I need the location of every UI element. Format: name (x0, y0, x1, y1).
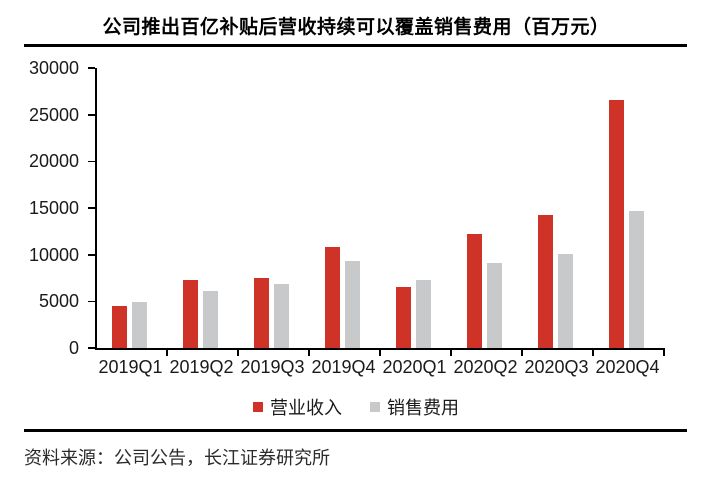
footer-rule (24, 429, 687, 432)
legend-label: 营业收入 (270, 398, 342, 418)
bar-营业收入-2020Q3 (538, 215, 553, 348)
legend-item-营业收入: 营业收入 (253, 394, 342, 420)
x-axis-category-label: 2020Q4 (595, 357, 660, 377)
y-axis-tick-mark (88, 67, 95, 69)
x-axis-category-label: 2020Q3 (524, 357, 589, 377)
y-axis-tick-mark (88, 253, 95, 256)
x-axis-category-label: 2019Q3 (240, 357, 305, 377)
y-axis-tick-label: 30000 (28, 58, 79, 78)
chart-legend: 营业收入 销售费用 (0, 394, 712, 420)
x-axis-category-label: 2019Q2 (169, 357, 234, 377)
y-axis-tick-label: 10000 (28, 244, 79, 265)
bar-销售费用-2020Q4 (629, 210, 644, 348)
x-axis-category-label: 2019Q4 (311, 357, 376, 377)
bar-营业收入-2020Q2 (467, 234, 482, 348)
legend-swatch-icon (370, 402, 380, 412)
title-rule (24, 44, 687, 47)
legend-item-销售费用: 销售费用 (370, 394, 459, 420)
y-axis-line (95, 67, 97, 349)
y-axis-tick-mark (88, 113, 95, 116)
bar-销售费用-2019Q1 (132, 302, 147, 348)
x-axis-category-label: 2020Q1 (382, 357, 447, 377)
y-axis-tick-mark (88, 300, 95, 303)
y-axis-tick-mark (88, 347, 95, 349)
bar-销售费用-2019Q2 (203, 291, 218, 348)
x-axis-tick-mark (379, 349, 381, 356)
x-axis-tick-mark (663, 349, 665, 356)
y-axis-tick-label: 15000 (28, 198, 79, 218)
y-axis-tick-label: 5000 (38, 291, 79, 312)
x-axis-tick-mark (592, 349, 594, 356)
x-axis-category-label: 2020Q2 (453, 357, 518, 377)
bar-chart-plot: 0 5000 10000 15000 20000 25000 30000 2019Q1 2019… (28, 58, 665, 377)
legend-swatch-icon (253, 402, 263, 412)
bar-销售费用-2019Q3 (274, 283, 289, 348)
bar-销售费用-2020Q1 (416, 279, 431, 348)
x-axis-line (95, 348, 665, 350)
x-axis-tick-mark (166, 349, 168, 356)
chart-title: 公司推出百亿补贴后营收持续可以覆盖销售费用（百万元） (102, 17, 610, 38)
bar-销售费用-2020Q2 (487, 262, 502, 348)
legend-label: 销售费用 (387, 398, 459, 418)
bar-营业收入-2020Q4 (609, 100, 624, 348)
y-axis-tick-label: 25000 (28, 104, 79, 125)
bar-营业收入-2019Q3 (254, 277, 269, 348)
bar-营业收入-2019Q4 (325, 247, 340, 348)
bar-营业收入-2019Q1 (112, 305, 127, 348)
bar-销售费用-2020Q3 (558, 253, 573, 348)
y-axis-tick-label: 20000 (28, 151, 79, 172)
source-note: 资料来源：公司公告，长江证券研究所 (24, 448, 330, 468)
y-axis-tick-mark (88, 207, 95, 209)
y-axis-tick-label: 0 (68, 338, 79, 358)
bar-销售费用-2019Q4 (345, 261, 360, 348)
x-axis-category-label: 2019Q1 (98, 357, 163, 377)
x-axis-tick-mark (308, 349, 310, 356)
x-axis-tick-mark (450, 349, 452, 356)
y-axis-tick-mark (88, 160, 95, 163)
x-axis-tick-mark (237, 349, 239, 356)
bar-营业收入-2019Q2 (183, 279, 198, 348)
x-axis-tick-mark (521, 349, 523, 356)
bar-营业收入-2020Q1 (396, 286, 411, 348)
